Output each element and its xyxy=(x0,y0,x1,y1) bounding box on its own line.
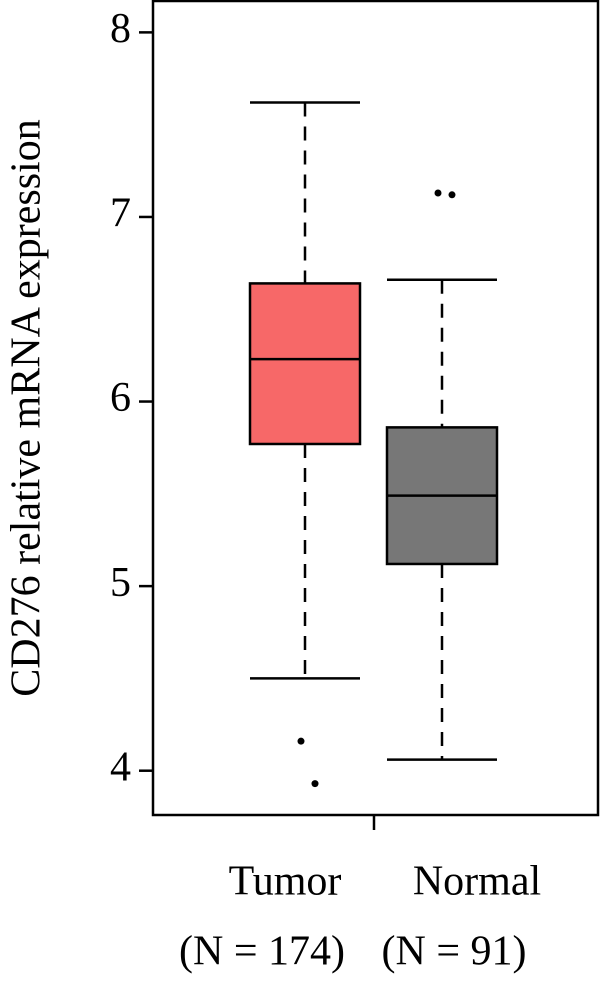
outlier xyxy=(434,189,442,197)
outlier xyxy=(448,191,456,199)
plot-frame xyxy=(151,0,600,817)
x-sample-size: (N = 174) xyxy=(179,929,345,975)
box xyxy=(248,282,362,446)
outlier xyxy=(297,737,305,745)
x-tick-label: Normal xyxy=(413,859,541,905)
outlier xyxy=(311,780,319,788)
x-sample-size: (N = 91) xyxy=(382,929,527,975)
y-tick-label: 8 xyxy=(110,6,131,52)
y-tick-label: 4 xyxy=(110,744,131,790)
y-tick-label: 6 xyxy=(110,375,131,421)
y-tick-label: 7 xyxy=(110,191,131,237)
x-tick-label: Tumor xyxy=(229,859,342,905)
y-axis-label: CD276 relative mRNA expression xyxy=(4,119,50,696)
y-tick-label: 5 xyxy=(110,560,131,606)
